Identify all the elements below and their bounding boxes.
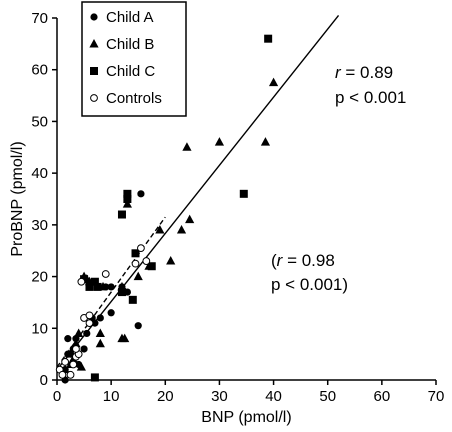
data-point-controls [137, 244, 145, 253]
y-tick-label: 70 [31, 10, 48, 27]
data-point-child-b [122, 199, 132, 208]
y-tick-label: 10 [31, 320, 48, 337]
correlation-annotation-subset: (r = 0.98 p < 0.001) [271, 251, 348, 294]
data-point-child-a [91, 319, 99, 327]
annotation-r-symbol: r [335, 63, 342, 82]
data-point-child-b [120, 333, 130, 343]
data-point-child-c [128, 295, 137, 304]
annotation-open-paren: ( [271, 251, 277, 270]
data-point-controls [66, 370, 75, 379]
legend-label-child-a: Child A [106, 9, 154, 26]
data-point-child-b [260, 137, 271, 146]
data-point-child-c [90, 277, 99, 286]
y-tick-label: 0 [40, 372, 48, 389]
legend-box [81, 1, 187, 117]
legend-marker-child-a [90, 13, 98, 21]
data-point-child-a [134, 322, 142, 330]
data-point-child-a [64, 335, 72, 343]
x-tick-label: 60 [374, 388, 391, 405]
data-point-child-b [176, 225, 187, 234]
x-tick-label: 0 [53, 388, 61, 405]
fit-line-solid [56, 14, 340, 371]
data-point-child-b [74, 328, 84, 337]
data-point-child-b [155, 225, 165, 234]
data-point-child-a [107, 283, 115, 291]
x-tick-label: 50 [319, 388, 336, 405]
axes: 0 10 20 30 40 50 60 70 0 10 20 30 40 50 60 70 [31, 10, 444, 405]
legend-label-controls: Controls [106, 90, 162, 107]
data-point-child-b [71, 338, 81, 348]
x-tick-label: 40 [265, 388, 282, 405]
data-point-child-c [93, 282, 102, 291]
data-point-child-c [123, 189, 132, 198]
y-axis-title: ProBNP (pmol/l) [9, 141, 26, 256]
data-point-child-b [76, 362, 86, 371]
data-point-child-c [123, 195, 132, 203]
y-tick-label: 30 [31, 217, 48, 234]
data-point-child-a [83, 329, 91, 338]
data-point-child-c [239, 189, 248, 198]
annotation-r-overall: r = 0.89 [335, 63, 393, 82]
data-point-child-a [96, 314, 104, 322]
annotation-p-overall: p < 0.001 [335, 88, 406, 107]
data-point-controls [85, 319, 94, 328]
x-tick-label: 30 [211, 388, 228, 405]
x-tick-label: 20 [157, 388, 174, 405]
x-axis-title: BNP (pmol/l) [201, 409, 291, 426]
y-tick-label: 20 [31, 269, 48, 286]
data-point-controls [61, 358, 70, 366]
data-point-controls [101, 270, 110, 278]
legend-marker-child-b [89, 39, 99, 48]
legend-label-child-c: Child C [106, 63, 155, 80]
data-point-child-b [185, 214, 195, 224]
legend-marker-child-c [90, 67, 98, 75]
data-point-controls [58, 370, 67, 379]
data-point-child-a [137, 190, 145, 198]
annotation-p-subset: p < 0.001) [271, 275, 348, 294]
y-tick-label: 60 [31, 62, 48, 79]
annotation-r-value-subset: = 0.98 [282, 251, 334, 270]
data-point-controls [77, 277, 86, 286]
data-point-child-b [95, 328, 105, 337]
y-tick-label: 50 [31, 113, 48, 130]
x-tick-label: 10 [103, 388, 120, 405]
data-point-child-b [214, 137, 225, 146]
legend-label-child-b: Child B [106, 36, 154, 53]
fit-line-dashed [56, 216, 166, 368]
data-point-child-a [107, 309, 115, 317]
data-point-child-b [268, 77, 279, 87]
annotation-r-subset: (r = 0.98 [271, 251, 335, 270]
fit-lines [56, 14, 340, 371]
data-point-child-c [147, 262, 156, 271]
data-point-child-c [264, 34, 273, 43]
x-tick-label: 70 [428, 388, 445, 405]
data-point-child-c [117, 210, 126, 219]
correlation-annotation-overall: r = 0.89 p < 0.001 [335, 63, 406, 107]
data-point-child-c [90, 373, 99, 382]
data-point-child-c [117, 288, 126, 297]
annotation-r-symbol-subset: r [277, 251, 284, 270]
data-point-child-c [131, 249, 140, 258]
data-point-controls [131, 259, 140, 268]
legend: Child A Child B Child C Controls [81, 1, 187, 117]
annotation-r-value: = 0.89 [341, 63, 393, 82]
data-point-child-b [166, 256, 176, 265]
data-point-controls [142, 257, 151, 265]
data-point-controls [85, 311, 94, 320]
y-tick-label: 40 [31, 165, 48, 182]
data-point-child-c [85, 282, 94, 291]
data-point-controls [72, 345, 80, 353]
data-point-child-b [133, 271, 143, 281]
data-points [55, 34, 279, 384]
data-point-child-a [80, 345, 88, 353]
data-point-controls [69, 360, 78, 369]
data-point-child-b [182, 142, 192, 151]
data-point-child-b [95, 338, 105, 348]
legend-marker-controls [90, 94, 98, 102]
